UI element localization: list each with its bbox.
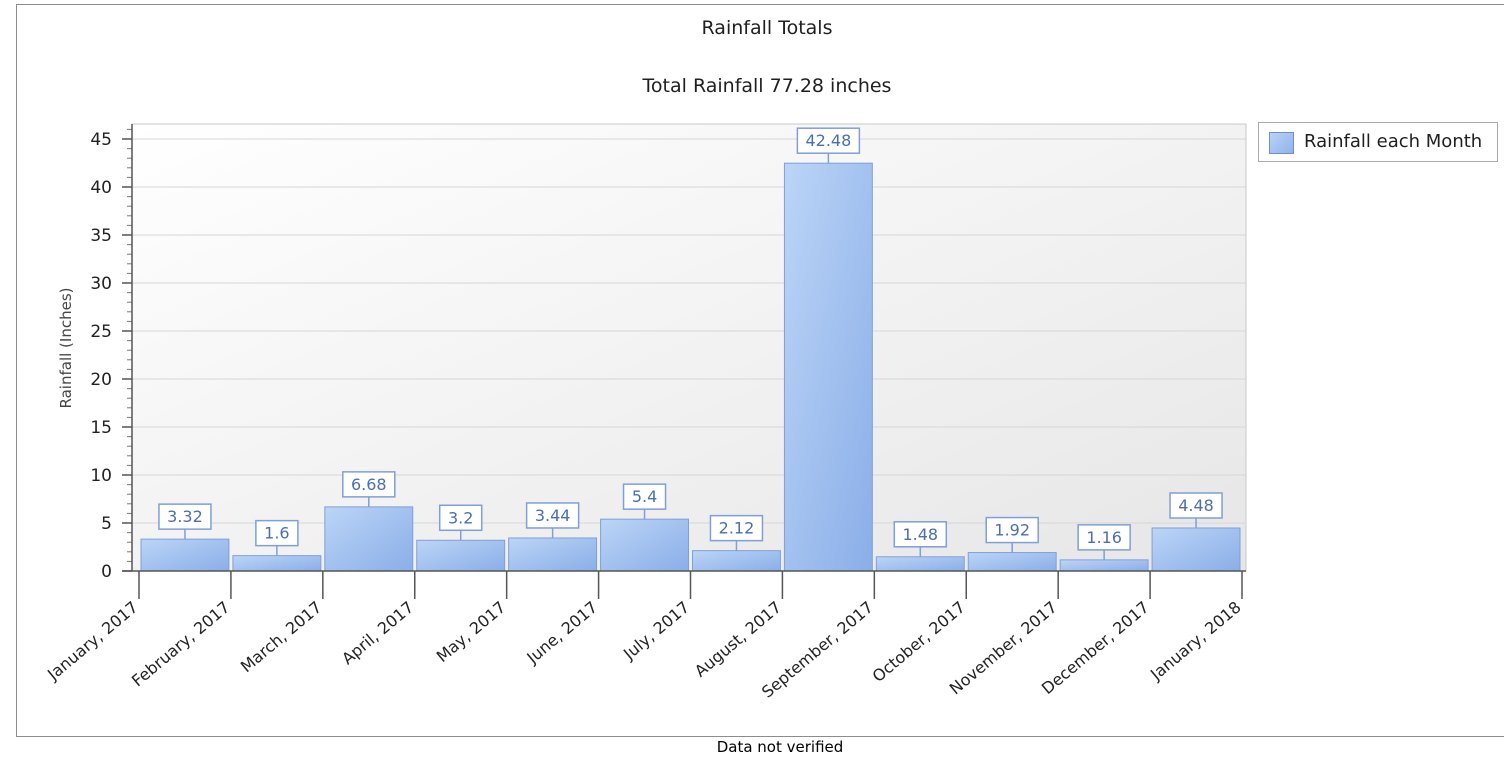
- value-label-box: [893, 521, 948, 548]
- value-label-box: [342, 471, 396, 498]
- bar: [967, 552, 1057, 572]
- value-label-box: [796, 127, 861, 154]
- bar: [692, 550, 781, 572]
- legend: Rainfall each Month: [1258, 122, 1498, 162]
- value-label-box: [622, 483, 667, 510]
- x-tick-label: August, 2017: [691, 598, 785, 681]
- chart-title: Rainfall Totals: [701, 17, 833, 39]
- bar: [508, 537, 598, 572]
- x-tick-label: May, 2017: [433, 598, 510, 667]
- value-label: 1.92: [994, 521, 1030, 540]
- value-label-box: [1169, 492, 1223, 519]
- x-tick-label: July, 2017: [619, 598, 693, 664]
- value-label-box: [255, 519, 299, 547]
- value-label: 1.6: [264, 524, 289, 543]
- x-tick-label: April, 2017: [338, 598, 417, 669]
- y-tick-label: 15: [90, 418, 112, 438]
- legend-label: Rainfall each Month: [1304, 131, 1483, 152]
- value-label: 6.68: [351, 475, 387, 494]
- y-axis-label: Rainfall (Inches): [57, 288, 75, 409]
- y-tick-label: 20: [90, 370, 112, 390]
- y-tick-label: 30: [90, 274, 112, 294]
- value-label-box: [438, 504, 483, 532]
- value-label-box: [709, 514, 764, 542]
- value-label: 1.16: [1086, 528, 1122, 547]
- bars: [140, 162, 1241, 572]
- x-tick-label: October, 2017: [869, 598, 969, 686]
- value-labels: 3.32 1.6 6.68 3.2 3.44 5.4 2.12 42.48 1.48 1.92 1.…: [158, 127, 1223, 560]
- value-label: 42.48: [805, 131, 851, 150]
- y-tick-label: 35: [90, 226, 112, 246]
- legend-swatch: [1269, 132, 1294, 154]
- x-tick-label: March, 2017: [237, 598, 326, 677]
- footer-note: Data not verified: [716, 738, 844, 756]
- y-tick-label: 0: [101, 562, 112, 582]
- value-label: 5.4: [632, 487, 657, 506]
- y-tick-label: 5: [101, 514, 112, 534]
- bar: [875, 556, 965, 572]
- grid-lines: [132, 138, 1246, 524]
- bar: [140, 538, 230, 572]
- plot-area: [131, 123, 1247, 572]
- value-label: 3.32: [167, 507, 203, 526]
- x-tick-label: June, 2017: [522, 598, 601, 668]
- chart-subtitle: Total Rainfall 77.28 inches: [642, 75, 892, 97]
- bar: [1151, 527, 1241, 572]
- y-tick-label: 45: [90, 130, 112, 150]
- bar: [783, 162, 873, 572]
- value-label-box: [985, 516, 1039, 544]
- value-label: 2.12: [719, 519, 755, 538]
- x-tick-label: January, 2017: [43, 598, 141, 685]
- bar: [232, 555, 322, 572]
- value-label: 3.2: [448, 508, 473, 527]
- value-label-box: [525, 502, 580, 529]
- value-label: 1.48: [902, 525, 938, 544]
- value-label-box: [1077, 524, 1131, 551]
- bar: [600, 518, 689, 572]
- bar: [416, 539, 506, 572]
- value-label: 4.48: [1178, 496, 1214, 515]
- x-tick-label: January, 2018: [1146, 598, 1244, 685]
- y-tick-label: 25: [90, 322, 112, 342]
- bar: [324, 506, 414, 572]
- value-label-box: [158, 503, 212, 530]
- bar: [1059, 559, 1149, 572]
- x-tick-label: February, 2017: [128, 598, 234, 691]
- value-label: 3.44: [535, 506, 571, 525]
- y-tick-label: 40: [90, 178, 112, 198]
- y-tick-label: 10: [90, 466, 112, 486]
